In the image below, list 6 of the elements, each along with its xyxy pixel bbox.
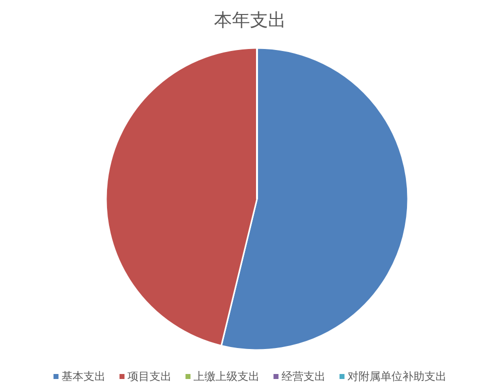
legend-label: 经营支出 bbox=[282, 370, 326, 383]
legend-label: 对附属单位补助支出 bbox=[348, 370, 446, 383]
legend-label: 基本支出 bbox=[62, 370, 106, 383]
legend-label: 项目支出 bbox=[128, 370, 172, 383]
chart-title: 本年支出 bbox=[214, 10, 286, 30]
legend-label: 上缴上级支出 bbox=[194, 370, 260, 383]
